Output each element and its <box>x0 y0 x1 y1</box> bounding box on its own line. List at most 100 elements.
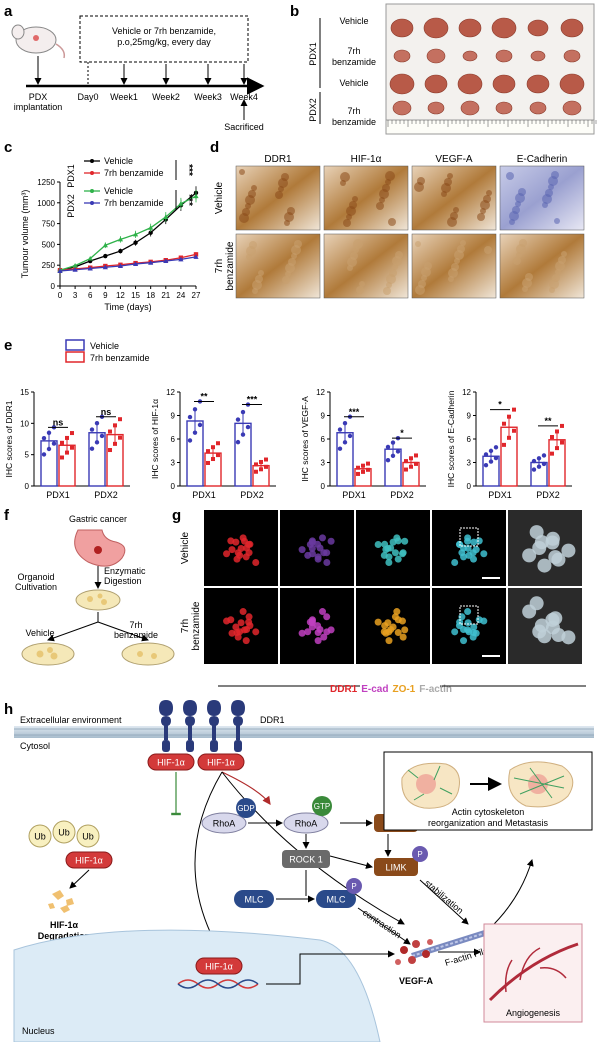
y-axis-label: IHC scores of HIF-1α <box>150 399 160 479</box>
series-line <box>59 256 197 272</box>
significance-label: * <box>400 428 404 438</box>
y-tick-label: 12 <box>462 388 471 397</box>
data-point <box>70 431 74 436</box>
panel-e: e Vehicle 7rh benzamide 0 5 10 15 IHC scores… <box>4 337 572 500</box>
x-tick-label: 12 <box>116 291 125 300</box>
legend-text: Vehicle <box>104 186 133 196</box>
data-point <box>395 449 401 454</box>
series-line <box>59 253 197 271</box>
data-point <box>493 445 499 450</box>
panel-g: g Vehicle 7rh benzamide DDR1 E-cad ZO-1 F-act… <box>172 507 586 695</box>
data-point <box>502 442 506 447</box>
drug-label-1: 7rh <box>129 620 142 630</box>
data-point <box>211 457 215 462</box>
data-point <box>560 440 564 445</box>
data-point <box>342 440 348 445</box>
y-tick-label: 5 <box>25 451 30 460</box>
data-point <box>414 453 418 458</box>
culture-dish-drug-icon <box>121 642 175 666</box>
y-tick-label: 0 <box>51 282 56 291</box>
data-point <box>235 439 241 445</box>
timeline-label: Week4 <box>230 92 258 102</box>
x-tick-label: PDX2 <box>536 490 560 500</box>
y-axis-label: IHC scores of DDR1 <box>4 400 14 477</box>
treatment-box <box>79 15 249 63</box>
y-tick-label: 9 <box>467 412 472 421</box>
significance-label: ns <box>53 417 64 427</box>
ihc-image-grid: DDR1 HIF-1α VEGF-A E-Cadherin Vehicle 7rh benz… <box>214 154 585 299</box>
data-point <box>178 201 184 206</box>
data-point <box>132 261 139 266</box>
data-point <box>118 417 122 422</box>
data-point <box>507 414 511 419</box>
y-axis-label: Tumour volume (mm³) <box>20 190 30 279</box>
legend-swatch-7rh <box>65 351 85 363</box>
data-point <box>113 441 117 446</box>
digestion-label: Digestion <box>104 576 142 586</box>
x-tick-label: 15 <box>131 291 140 300</box>
significance-label: *** <box>183 164 194 176</box>
y-tick-label: 12 <box>166 388 175 397</box>
stomach-icon <box>74 529 126 567</box>
x-tick-label: 3 <box>73 291 78 300</box>
tumour-sample <box>563 49 581 63</box>
data-point <box>555 429 559 434</box>
stain-legend: DDR1 E-cad ZO-1 F-actin <box>330 684 452 695</box>
stabilization-label: stabilization <box>423 878 465 916</box>
treatment-line2: p.o,25mg/kg, every day <box>117 37 211 47</box>
hif1a-ubiquitinated: HIF-1α <box>65 851 113 869</box>
data-point <box>385 444 391 450</box>
data-point <box>356 465 360 470</box>
panel-letter-b: b <box>290 3 299 20</box>
significance-label: ns <box>101 407 112 417</box>
tumour-sample <box>424 74 448 94</box>
ddr1-receptor <box>188 724 192 740</box>
legend-group: PDX1 <box>66 164 76 188</box>
ihc-column-label: E-Cadherin <box>517 154 568 165</box>
tumour-sample <box>530 50 546 62</box>
ihc-row-label: Vehicle <box>214 181 225 214</box>
data-point <box>240 409 246 415</box>
data-point <box>41 435 47 441</box>
vegf-label: VEGF-A <box>399 976 434 986</box>
y-tick-label: 6 <box>321 435 326 444</box>
x-tick-label: PDX2 <box>390 490 414 500</box>
data-point <box>65 435 69 440</box>
svg-text:ROCK 1: ROCK 1 <box>289 855 323 865</box>
data-point <box>187 438 193 443</box>
blood-vessel-icon <box>488 942 579 1002</box>
significance-label: *** <box>183 194 194 206</box>
data-point <box>148 260 154 265</box>
series-line <box>59 192 197 271</box>
data-point <box>113 423 117 428</box>
y-tick-label: 0 <box>171 482 176 491</box>
svg-text:RhoA: RhoA <box>295 819 318 829</box>
stain-label: DDR1 <box>330 684 358 695</box>
data-point <box>240 432 246 437</box>
legend-text: Vehicle <box>104 156 133 166</box>
data-point <box>409 456 413 461</box>
data-point <box>163 214 169 219</box>
hif1a-membrane-1: HIF-1α <box>147 753 195 771</box>
significance-label: ** <box>200 391 208 401</box>
ddr1-receptor <box>164 724 168 740</box>
ihc-score-charts: 0 5 10 15 IHC scores of DDR1 PDX1 ns PDX2 ns 0 3 6 9… <box>4 388 572 500</box>
svg-text:MLC: MLC <box>244 895 264 905</box>
panel-c: c 0 250 500 750 1000 1250 0 3 6 9 12 15 18 21 24 27 Time… <box>4 139 201 312</box>
y-tick-label: 6 <box>171 435 176 444</box>
panel-letter-e: e <box>4 337 12 354</box>
tumour-samples <box>389 17 585 116</box>
data-point <box>206 449 210 454</box>
y-tick-label: 250 <box>42 261 56 270</box>
dna-icon <box>177 979 259 989</box>
data-point <box>512 428 516 433</box>
panel-letter-f: f <box>4 507 10 524</box>
tumour-row-label: Vehicle <box>339 78 368 88</box>
data-point <box>57 268 63 274</box>
rhoa-gdp: RhoA GDP <box>201 798 256 834</box>
data-point <box>87 265 93 271</box>
ihc-row-label: 7rh <box>214 259 225 273</box>
panel-letter-g: g <box>172 507 181 524</box>
enzymatic-label: Enzymatic <box>104 566 146 576</box>
